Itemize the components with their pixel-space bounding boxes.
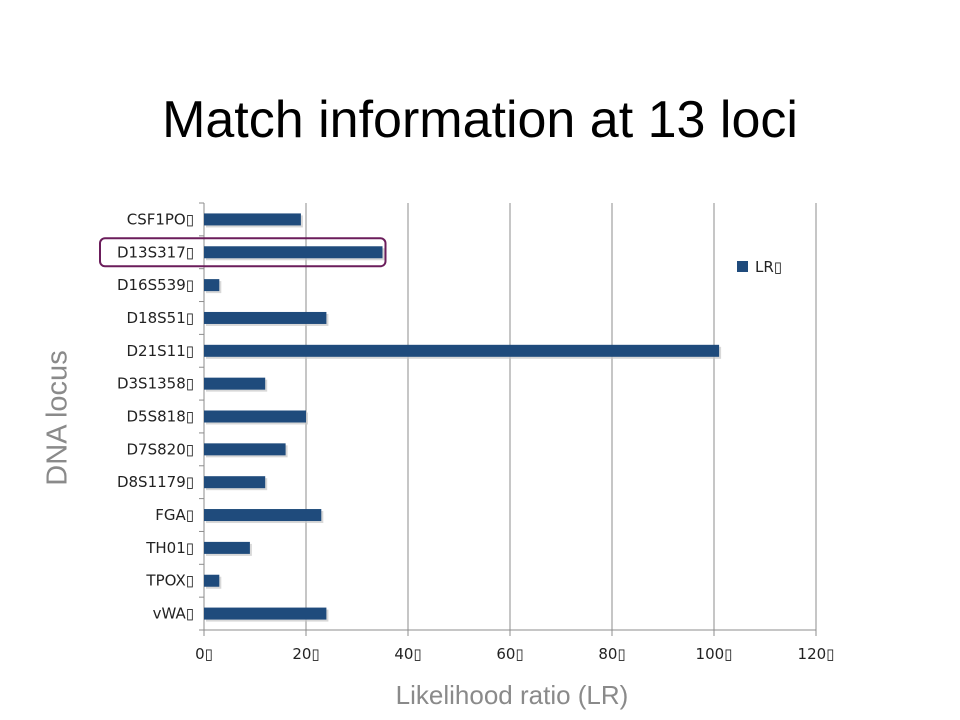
x-tick-label: 60▯ — [496, 645, 523, 663]
y-tick-label: TPOX▯ — [145, 572, 194, 590]
y-tick-label: D7S820▯ — [127, 440, 195, 458]
bar — [204, 443, 286, 456]
slide-title: Match information at 13 loci — [162, 91, 798, 149]
bar — [204, 279, 220, 292]
x-tick-label: 100▯ — [696, 645, 733, 663]
highlight-box — [99, 237, 387, 268]
y-tick-label: D21S11▯ — [127, 342, 195, 360]
x-tick-label: 0▯ — [195, 645, 213, 663]
bar — [204, 377, 266, 390]
x-tick-label: 20▯ — [292, 645, 319, 663]
y-tick-label: D18S51▯ — [127, 309, 195, 327]
y-tick-label: CSF1PO▯ — [127, 210, 194, 228]
legend-label: LR▯ — [755, 258, 782, 276]
bar — [204, 311, 327, 324]
y-axis-title: DNA locus — [41, 350, 74, 486]
x-tick-label: 80▯ — [598, 645, 625, 663]
bar — [204, 410, 306, 423]
x-tick-label: 40▯ — [394, 645, 421, 663]
bar — [204, 476, 266, 489]
y-tick-label: vWA▯ — [153, 605, 194, 623]
bar — [204, 213, 301, 226]
bar — [204, 246, 383, 259]
bar — [204, 607, 327, 620]
x-axis-title: Likelihood ratio (LR) — [395, 680, 629, 710]
y-tick-label: FGA▯ — [155, 506, 194, 524]
x-tick-label: 120▯ — [798, 645, 835, 663]
y-tick-label: D16S539▯ — [117, 276, 194, 294]
bar — [204, 541, 250, 554]
y-tick-label: D5S818▯ — [127, 408, 195, 426]
bar — [204, 344, 720, 357]
bar — [204, 574, 220, 587]
y-tick-label: D13S317▯ — [117, 243, 194, 261]
bar — [204, 509, 322, 522]
legend-swatch — [737, 261, 748, 272]
y-tick-label: D8S1179▯ — [117, 473, 194, 491]
y-tick-label: TH01▯ — [145, 539, 194, 557]
y-tick-label: D3S1358▯ — [117, 375, 194, 393]
